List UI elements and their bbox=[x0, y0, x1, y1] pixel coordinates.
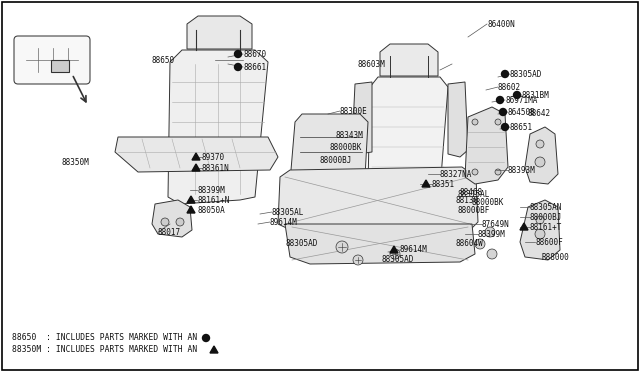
Text: 88305AD: 88305AD bbox=[285, 240, 317, 248]
Text: 88399M: 88399M bbox=[478, 230, 506, 238]
Circle shape bbox=[535, 157, 545, 167]
Polygon shape bbox=[187, 196, 195, 203]
Polygon shape bbox=[187, 206, 195, 213]
Polygon shape bbox=[187, 16, 252, 49]
Circle shape bbox=[499, 109, 506, 115]
Text: 88343M: 88343M bbox=[335, 131, 363, 140]
Polygon shape bbox=[152, 200, 192, 237]
Circle shape bbox=[202, 334, 209, 341]
Circle shape bbox=[161, 218, 169, 226]
Circle shape bbox=[472, 169, 478, 175]
Text: 88161+N: 88161+N bbox=[197, 196, 229, 205]
Circle shape bbox=[497, 96, 504, 103]
Text: 88603M: 88603M bbox=[358, 60, 386, 68]
Polygon shape bbox=[380, 44, 438, 76]
Polygon shape bbox=[352, 82, 372, 154]
Circle shape bbox=[535, 229, 545, 239]
Polygon shape bbox=[465, 107, 508, 184]
Text: 88602: 88602 bbox=[498, 83, 521, 92]
Circle shape bbox=[485, 227, 495, 237]
Circle shape bbox=[336, 241, 348, 253]
Polygon shape bbox=[285, 224, 475, 264]
Text: 86400N: 86400N bbox=[487, 19, 515, 29]
Polygon shape bbox=[210, 346, 218, 353]
Circle shape bbox=[495, 169, 501, 175]
Text: 88000BJ: 88000BJ bbox=[530, 212, 563, 221]
Text: 87649N: 87649N bbox=[482, 219, 509, 228]
Text: 88000BJ: 88000BJ bbox=[320, 155, 353, 164]
Text: 88161+T: 88161+T bbox=[530, 222, 563, 231]
Text: 86450B: 86450B bbox=[508, 108, 536, 116]
Circle shape bbox=[502, 124, 509, 131]
Text: 88315AL: 88315AL bbox=[458, 189, 490, 199]
Text: 88600F: 88600F bbox=[535, 237, 563, 247]
Polygon shape bbox=[448, 82, 468, 157]
Circle shape bbox=[234, 51, 241, 58]
Text: 89614M: 89614M bbox=[270, 218, 298, 227]
Polygon shape bbox=[192, 164, 200, 171]
Circle shape bbox=[176, 218, 184, 226]
Bar bbox=[51, 60, 69, 72]
Polygon shape bbox=[520, 223, 528, 230]
Text: 88300E: 88300E bbox=[340, 106, 368, 115]
Text: 89614M: 89614M bbox=[400, 246, 428, 254]
Text: 88661: 88661 bbox=[243, 62, 266, 71]
Polygon shape bbox=[390, 246, 398, 253]
Text: 88604W: 88604W bbox=[456, 240, 484, 248]
Text: 88305AN: 88305AN bbox=[530, 202, 563, 212]
Text: 88000BF: 88000BF bbox=[458, 205, 490, 215]
Text: 88399M: 88399M bbox=[197, 186, 225, 195]
Circle shape bbox=[536, 216, 544, 224]
Text: 88651: 88651 bbox=[510, 122, 533, 131]
Text: 88642: 88642 bbox=[527, 109, 550, 118]
Text: 88670: 88670 bbox=[243, 49, 266, 58]
Polygon shape bbox=[422, 180, 430, 187]
Polygon shape bbox=[168, 50, 268, 204]
Text: 88305AD: 88305AD bbox=[382, 256, 414, 264]
Text: 88327NA: 88327NA bbox=[440, 170, 472, 179]
Polygon shape bbox=[278, 167, 478, 232]
Text: 88350M: 88350M bbox=[62, 157, 90, 167]
Circle shape bbox=[495, 119, 501, 125]
Circle shape bbox=[472, 119, 478, 125]
Text: 88000BK: 88000BK bbox=[330, 142, 362, 151]
Text: 88361N: 88361N bbox=[202, 164, 230, 173]
Text: 86971MA: 86971MA bbox=[505, 96, 538, 105]
Text: R88000: R88000 bbox=[542, 253, 570, 262]
Text: 88017: 88017 bbox=[158, 228, 181, 237]
Polygon shape bbox=[520, 200, 560, 260]
FancyBboxPatch shape bbox=[14, 36, 90, 84]
Text: 88393M: 88393M bbox=[508, 166, 536, 174]
Polygon shape bbox=[115, 137, 278, 172]
Text: 88650: 88650 bbox=[152, 55, 175, 64]
Polygon shape bbox=[192, 153, 200, 160]
Text: 88050A: 88050A bbox=[197, 205, 225, 215]
Polygon shape bbox=[290, 114, 368, 190]
Circle shape bbox=[536, 140, 544, 148]
Circle shape bbox=[487, 249, 497, 259]
Text: 88305AD: 88305AD bbox=[510, 70, 542, 78]
Text: 88350M : INCLUDES PARTS MARKED WITH AN: 88350M : INCLUDES PARTS MARKED WITH AN bbox=[12, 346, 197, 355]
Circle shape bbox=[502, 71, 509, 77]
Circle shape bbox=[353, 255, 363, 265]
Polygon shape bbox=[368, 77, 448, 194]
Circle shape bbox=[390, 249, 400, 259]
Text: 88650  : INCLUDES PARTS MARKED WITH AN: 88650 : INCLUDES PARTS MARKED WITH AN bbox=[12, 334, 197, 343]
Text: 88130: 88130 bbox=[455, 196, 478, 205]
Circle shape bbox=[513, 92, 520, 99]
Text: 88000BK: 88000BK bbox=[472, 198, 504, 206]
Circle shape bbox=[234, 64, 241, 71]
Text: 88468: 88468 bbox=[460, 187, 483, 196]
Text: 88305AL: 88305AL bbox=[272, 208, 305, 217]
Text: 89370: 89370 bbox=[202, 153, 225, 161]
Text: 88351: 88351 bbox=[432, 180, 455, 189]
Polygon shape bbox=[525, 127, 558, 184]
Text: 8831BM: 8831BM bbox=[522, 90, 550, 99]
Circle shape bbox=[475, 239, 485, 249]
